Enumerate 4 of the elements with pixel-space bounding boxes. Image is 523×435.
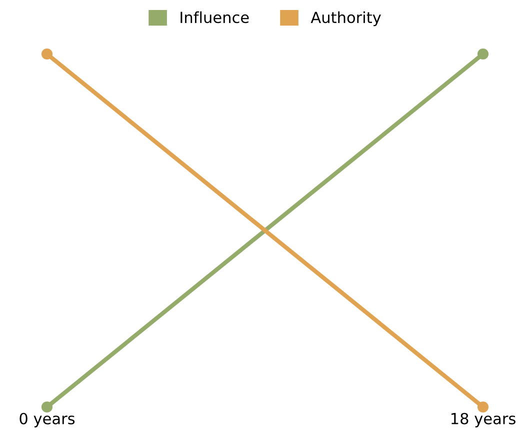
legend-label: Authority — [310, 11, 381, 26]
x-tick-label: 18 years — [452, 412, 516, 428]
legend-label: Influence — [180, 11, 249, 24]
x-tick-label: 0 years — [20, 412, 75, 428]
